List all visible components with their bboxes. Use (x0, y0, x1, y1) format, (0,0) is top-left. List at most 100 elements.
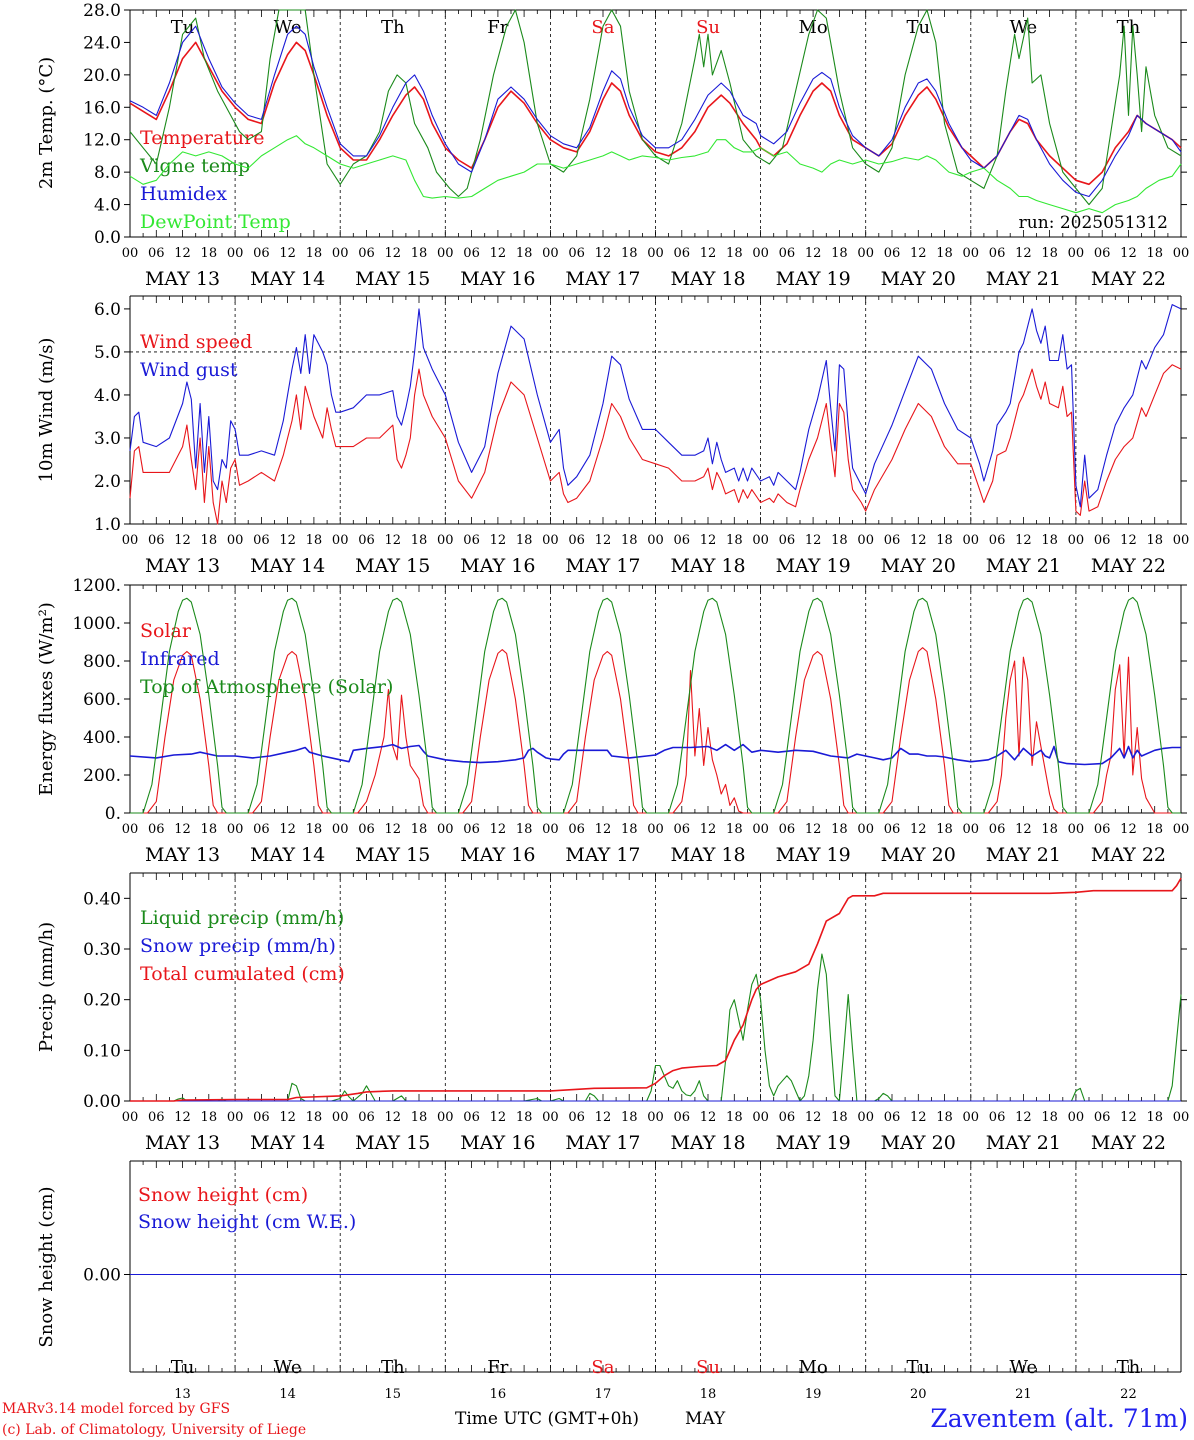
hour-tick-label: 06 (253, 533, 270, 548)
series-line-vigne-temp (129, 9, 1182, 206)
weekday-label: Fr (487, 17, 508, 38)
hour-tick-label: 00 (542, 246, 559, 261)
hour-tick-label: 00 (1068, 246, 1085, 261)
hour-tick-label: 12 (1015, 1110, 1032, 1125)
day-number-label: 17 (595, 1387, 612, 1402)
hour-tick-label: 00 (1068, 1110, 1085, 1125)
hour-tick-label: 12 (700, 1110, 717, 1125)
hour-tick-label: 00 (122, 1110, 139, 1125)
hour-tick-label: 06 (674, 822, 691, 837)
hour-tick-label: 18 (726, 533, 743, 548)
weekday-label: Th (1117, 17, 1141, 38)
y-tick-label: 3.0 (94, 429, 121, 449)
hour-tick-label: 18 (621, 533, 638, 548)
hour-tick-label: 12 (805, 1110, 822, 1125)
hour-tick-label: 12 (805, 822, 822, 837)
legend-entry: Snow height (cm) (138, 1184, 308, 1206)
y-tick-label: 20.0 (83, 66, 121, 86)
date-label: MAY 16 (460, 555, 535, 577)
y-tick-label: 4.0 (94, 386, 121, 406)
day-number-label: 19 (805, 1387, 822, 1402)
weekday-label: Fr (487, 1357, 508, 1378)
hour-tick-label: 00 (752, 246, 769, 261)
hour-tick-label: 00 (227, 1110, 244, 1125)
series-line-wind-speed (129, 364, 1182, 525)
hour-tick-label: 00 (437, 533, 454, 548)
series-line-top-of-atmosphere-solar- (130, 596, 1181, 814)
hour-tick-label: 12 (279, 533, 296, 548)
precipitation-panel: 0.00 0.10 0.20 0.30 0.40 Precip (mm/h) 00 06 12 1… (36, 872, 1189, 1154)
hour-tick-marks (129, 1161, 1182, 1372)
legend-entry: Top of Atmosphere (Solar) (140, 676, 393, 698)
hour-tick-label: 12 (595, 1110, 612, 1125)
hour-tick-label: 00 (227, 246, 244, 261)
legend-entry: Wind speed (140, 331, 252, 353)
hour-tick-label: 12 (1015, 246, 1032, 261)
hour-tick-label: 00 (647, 246, 664, 261)
day-number-label: 18 (700, 1387, 717, 1402)
series-line-dewpoint-temp (129, 135, 1182, 214)
hour-tick-label: 12 (805, 246, 822, 261)
hour-tick-label: 00 (647, 822, 664, 837)
weekday-label: We (274, 1357, 302, 1378)
y-tick-label: 6.0 (94, 300, 121, 320)
weekday-label: Tu (171, 1357, 195, 1378)
hour-tick-label: 00 (1068, 533, 1085, 548)
hour-tick-label: 06 (463, 822, 480, 837)
month-label: MAY (685, 1409, 726, 1429)
snow-height-panel: 0.00 Snow height (cm) Tu We Th Fr Sa Su Mo Tu We Th… (36, 1160, 1187, 1402)
hour-tick-label: 00 (122, 246, 139, 261)
weekday-label: We (1010, 17, 1038, 38)
wind-panel: 1.0 2.0 3.0 4.0 5.0 6.0 10m Wind (m/s) 00 06 12 18… (36, 295, 1189, 577)
y-tick-label: 8.0 (94, 163, 121, 183)
date-label: MAY 21 (986, 555, 1061, 577)
date-label: MAY 16 (460, 844, 535, 866)
hour-tick-label: 12 (1015, 533, 1032, 548)
date-label: MAY 20 (881, 268, 956, 290)
hour-tick-label: 06 (253, 822, 270, 837)
hour-tick-label: 06 (884, 1110, 901, 1125)
series-line-humidex (129, 25, 1182, 198)
hour-tick-label: 06 (779, 822, 796, 837)
hour-tick-label: 00 (122, 533, 139, 548)
hour-tick-label: 18 (1041, 1110, 1058, 1125)
hour-tick-label: 18 (516, 822, 533, 837)
hour-tick-label: 12 (910, 533, 927, 548)
hour-tick-label: 12 (384, 822, 401, 837)
date-label: MAY 20 (881, 555, 956, 577)
hour-tick-label: 00 (542, 533, 559, 548)
hour-tick-label: 06 (463, 246, 480, 261)
weekday-label: Th (381, 17, 405, 38)
date-label: MAY 15 (355, 844, 430, 866)
lab-credit: (c) Lab. of Climatology, University of L… (2, 1422, 306, 1438)
hour-tick-label: 00 (963, 533, 980, 548)
hour-tick-label: 06 (779, 533, 796, 548)
date-label: MAY 19 (776, 268, 851, 290)
y-axis-label: Precip (mm/h) (36, 922, 57, 1052)
hour-tick-label: 12 (279, 246, 296, 261)
hour-tick-label: 12 (490, 1110, 507, 1125)
y-tick-label: 0.40 (83, 889, 121, 909)
date-label: MAY 21 (986, 268, 1061, 290)
hour-tick-marks (129, 296, 1182, 524)
hour-tick-label: 18 (516, 1110, 533, 1125)
hour-tick-label: 18 (621, 1110, 638, 1125)
hour-tick-label: 12 (174, 533, 191, 548)
hour-tick-label: 00 (1068, 822, 1085, 837)
hour-tick-label: 18 (201, 246, 218, 261)
hour-tick-label: 06 (989, 1110, 1006, 1125)
y-tick-label: 5.0 (94, 343, 121, 363)
legend-entry: Infrared (140, 648, 220, 670)
hour-tick-label: 00 (437, 246, 454, 261)
hour-tick-label: 06 (253, 1110, 270, 1125)
weekday-label: Th (381, 1357, 405, 1378)
hour-tick-label: 12 (700, 822, 717, 837)
y-tick-label: 400. (83, 728, 121, 748)
hour-tick-label: 06 (148, 822, 165, 837)
hour-tick-label: 06 (1094, 822, 1111, 837)
hour-tick-label: 00 (857, 1110, 874, 1125)
y-tick-label: 0.0 (94, 228, 121, 248)
date-label: MAY 14 (250, 268, 325, 290)
hour-tick-label: 00 (857, 533, 874, 548)
hour-tick-label: 12 (910, 1110, 927, 1125)
